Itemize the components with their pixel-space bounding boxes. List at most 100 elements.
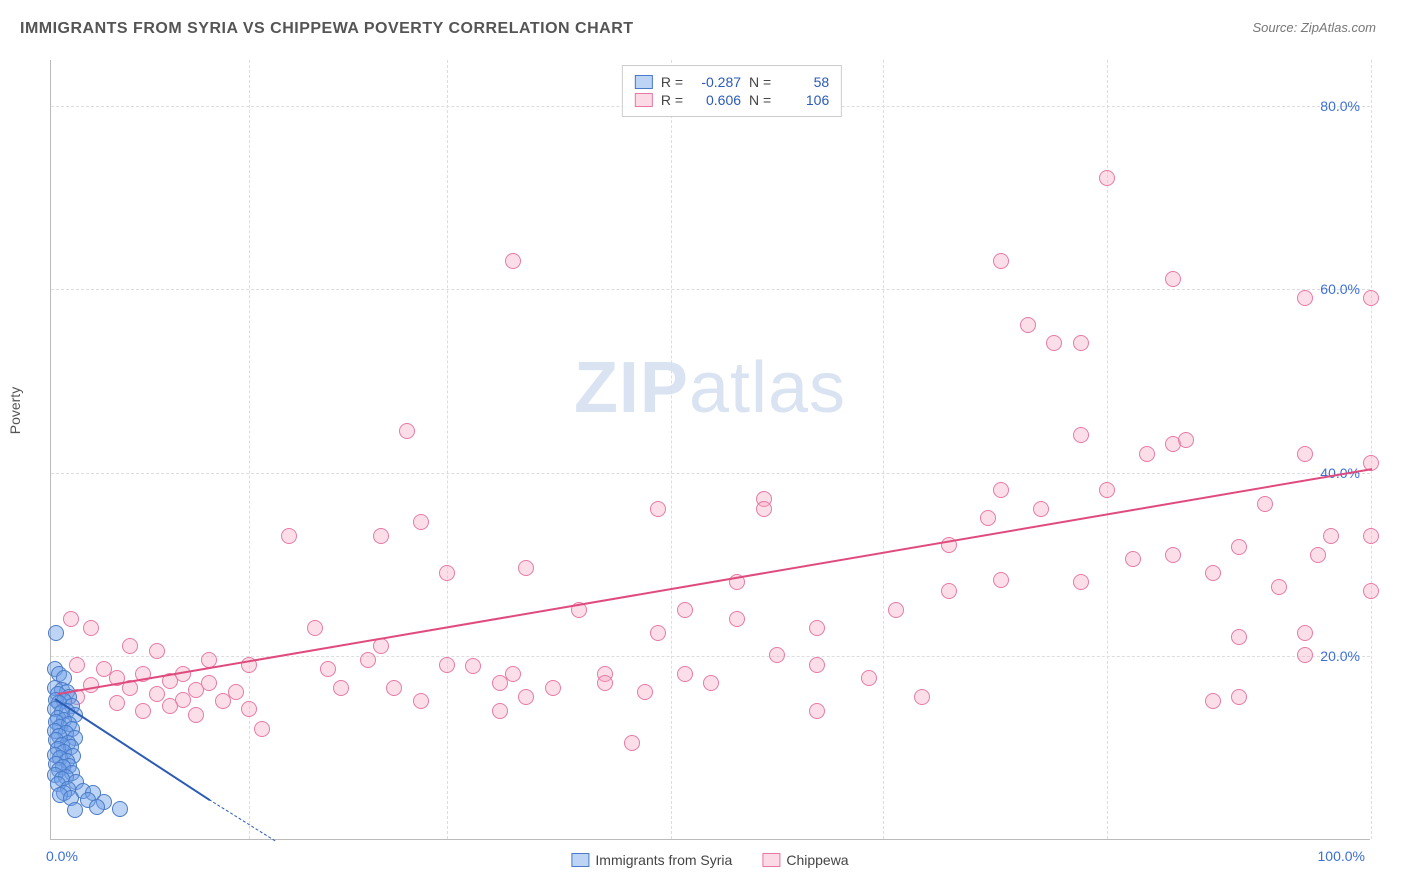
data-point <box>809 620 825 636</box>
data-point <box>1310 547 1326 563</box>
data-point <box>1363 290 1379 306</box>
data-point <box>1099 482 1115 498</box>
gridline-v <box>671 60 672 839</box>
r-value-chippewa: 0.606 <box>691 92 741 108</box>
data-point <box>1231 689 1247 705</box>
data-point <box>1099 170 1115 186</box>
data-point <box>228 684 244 700</box>
x-tick-min: 0.0% <box>46 848 78 864</box>
y-tick-label: 20.0% <box>1320 648 1360 664</box>
data-point <box>769 647 785 663</box>
data-point <box>1205 565 1221 581</box>
n-label: N = <box>749 74 771 90</box>
legend-item-syria: Immigrants from Syria <box>571 852 732 868</box>
data-point <box>1231 539 1247 555</box>
data-point <box>650 501 666 517</box>
swatch-pink <box>762 853 780 867</box>
data-point <box>650 625 666 641</box>
n-value-chippewa: 106 <box>779 92 829 108</box>
data-point <box>386 680 402 696</box>
data-point <box>492 675 508 691</box>
y-tick-label: 60.0% <box>1320 281 1360 297</box>
data-point <box>188 682 204 698</box>
data-point <box>545 680 561 696</box>
data-point <box>281 528 297 544</box>
data-point <box>809 657 825 673</box>
data-point <box>518 560 534 576</box>
data-point <box>413 693 429 709</box>
data-point <box>1323 528 1339 544</box>
data-point <box>83 677 99 693</box>
data-point <box>1363 583 1379 599</box>
data-point <box>254 721 270 737</box>
gridline-v <box>249 60 250 839</box>
data-point <box>63 611 79 627</box>
gridline-v <box>883 60 884 839</box>
data-point <box>888 602 904 618</box>
n-label: N = <box>749 92 771 108</box>
data-point <box>122 638 138 654</box>
data-point <box>505 253 521 269</box>
swatch-pink <box>635 93 653 107</box>
data-point <box>1046 335 1062 351</box>
data-point <box>112 801 128 817</box>
r-value-syria: -0.287 <box>691 74 741 90</box>
data-point <box>109 695 125 711</box>
legend-row-syria: R = -0.287 N = 58 <box>635 74 829 90</box>
data-point <box>307 620 323 636</box>
data-point <box>492 703 508 719</box>
data-point <box>1178 432 1194 448</box>
data-point <box>1297 446 1313 462</box>
data-point <box>149 643 165 659</box>
data-point <box>993 253 1009 269</box>
data-point <box>729 611 745 627</box>
data-point <box>809 703 825 719</box>
data-point <box>373 528 389 544</box>
data-point <box>399 423 415 439</box>
swatch-blue <box>635 75 653 89</box>
data-point <box>439 657 455 673</box>
data-point <box>1139 446 1155 462</box>
data-point <box>413 514 429 530</box>
data-point <box>941 583 957 599</box>
chart-title: IMMIGRANTS FROM SYRIA VS CHIPPEWA POVERT… <box>20 20 634 38</box>
series-legend: Immigrants from Syria Chippewa <box>571 852 848 868</box>
data-point <box>83 620 99 636</box>
data-point <box>1257 496 1273 512</box>
x-tick-max: 100.0% <box>1318 848 1365 864</box>
data-point <box>1073 427 1089 443</box>
data-point <box>861 670 877 686</box>
data-point <box>980 510 996 526</box>
data-point <box>677 602 693 618</box>
source-attribution: Source: ZipAtlas.com <box>1252 20 1376 35</box>
data-point <box>162 698 178 714</box>
gridline-v <box>447 60 448 839</box>
data-point <box>518 689 534 705</box>
data-point <box>914 689 930 705</box>
data-point <box>373 638 389 654</box>
data-point <box>215 693 231 709</box>
trend-line <box>209 799 276 841</box>
y-axis-label: Poverty <box>7 387 23 434</box>
data-point <box>993 482 1009 498</box>
data-point <box>69 657 85 673</box>
data-point <box>1020 317 1036 333</box>
y-tick-label: 80.0% <box>1320 98 1360 114</box>
data-point <box>677 666 693 682</box>
gridline-v <box>1371 60 1372 839</box>
data-point <box>67 802 83 818</box>
data-point <box>1033 501 1049 517</box>
data-point <box>993 572 1009 588</box>
data-point <box>48 625 64 641</box>
chart-area: ZIPatlas 20.0%40.0%60.0%80.0%0.0%100.0% … <box>50 60 1370 840</box>
data-point <box>1073 574 1089 590</box>
data-point <box>1205 693 1221 709</box>
swatch-blue <box>571 853 589 867</box>
data-point <box>1271 579 1287 595</box>
data-point <box>1165 271 1181 287</box>
data-point <box>505 666 521 682</box>
legend-item-chippewa: Chippewa <box>762 852 848 868</box>
data-point <box>1297 625 1313 641</box>
data-point <box>1073 335 1089 351</box>
r-label: R = <box>661 74 683 90</box>
